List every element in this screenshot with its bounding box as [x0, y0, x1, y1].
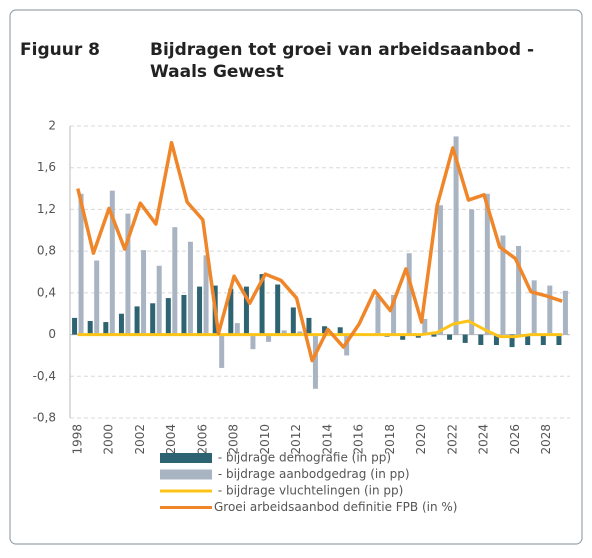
chart-title: Bijdragen tot groei van arbeidsaanbod -	[150, 40, 534, 60]
y-tick-label: 0,4	[37, 285, 56, 299]
bar	[157, 266, 162, 335]
bar	[563, 291, 568, 335]
legend-label: - bijdrage vluchtelingen (in pp)	[214, 484, 403, 498]
bar	[407, 253, 412, 334]
bar	[72, 318, 77, 335]
x-tick-label: 2020	[414, 424, 428, 455]
bar	[438, 205, 443, 334]
legend-label: - bijdrage aanbodgedrag (in pp)	[214, 467, 410, 481]
bar	[219, 335, 224, 368]
legend-label: Groei arbeidsaanbod definitie FPB (in %)	[214, 500, 457, 514]
bar	[478, 335, 483, 345]
x-tick-label: 2024	[477, 424, 491, 455]
bar	[172, 227, 177, 334]
bar	[541, 335, 546, 345]
y-tick-label: 0	[48, 327, 56, 341]
bar	[150, 303, 155, 334]
x-tick-label: 1998	[70, 424, 84, 455]
bar	[197, 287, 202, 335]
bar	[88, 321, 93, 335]
bar	[141, 250, 146, 334]
x-tick-label: 2022	[445, 424, 459, 455]
x-tick-label: 2000	[102, 424, 116, 455]
bar	[431, 335, 436, 337]
bar	[181, 295, 186, 335]
bar	[313, 335, 318, 389]
chart-title: Waals Gewest	[150, 62, 284, 82]
figure-label: Figuur 8	[20, 40, 100, 60]
y-tick-label: 1,6	[37, 160, 56, 174]
bar	[306, 318, 311, 335]
bar	[135, 306, 140, 334]
bar	[547, 286, 552, 335]
y-tick-label: 0,8	[37, 244, 56, 258]
bar	[188, 242, 193, 335]
bar	[119, 314, 124, 335]
x-tick-label: 2006	[195, 424, 209, 455]
bar	[469, 209, 474, 334]
bar	[103, 322, 108, 335]
x-tick-label: 2002	[133, 424, 147, 455]
bar	[375, 296, 380, 335]
bar	[291, 307, 296, 334]
bar	[235, 323, 240, 334]
bar	[250, 335, 255, 350]
y-tick-label: -0,8	[33, 411, 56, 425]
bar	[275, 285, 280, 335]
y-tick-label: 2	[48, 119, 56, 133]
bar	[463, 335, 468, 343]
bar	[447, 335, 452, 340]
bar	[94, 261, 99, 335]
x-tick-label: 2028	[539, 424, 553, 455]
bar	[166, 298, 171, 335]
legend-label: - bijdrage demografie (in pp)	[214, 451, 391, 465]
x-tick-label: 2004	[164, 424, 178, 455]
x-tick-label: 2026	[508, 424, 522, 455]
legend-swatch	[160, 470, 212, 480]
y-tick-label: 1,2	[37, 202, 56, 216]
legend-swatch	[160, 453, 212, 463]
y-tick-label: -0,4	[33, 369, 56, 383]
bar	[556, 335, 561, 345]
bar	[532, 280, 537, 334]
